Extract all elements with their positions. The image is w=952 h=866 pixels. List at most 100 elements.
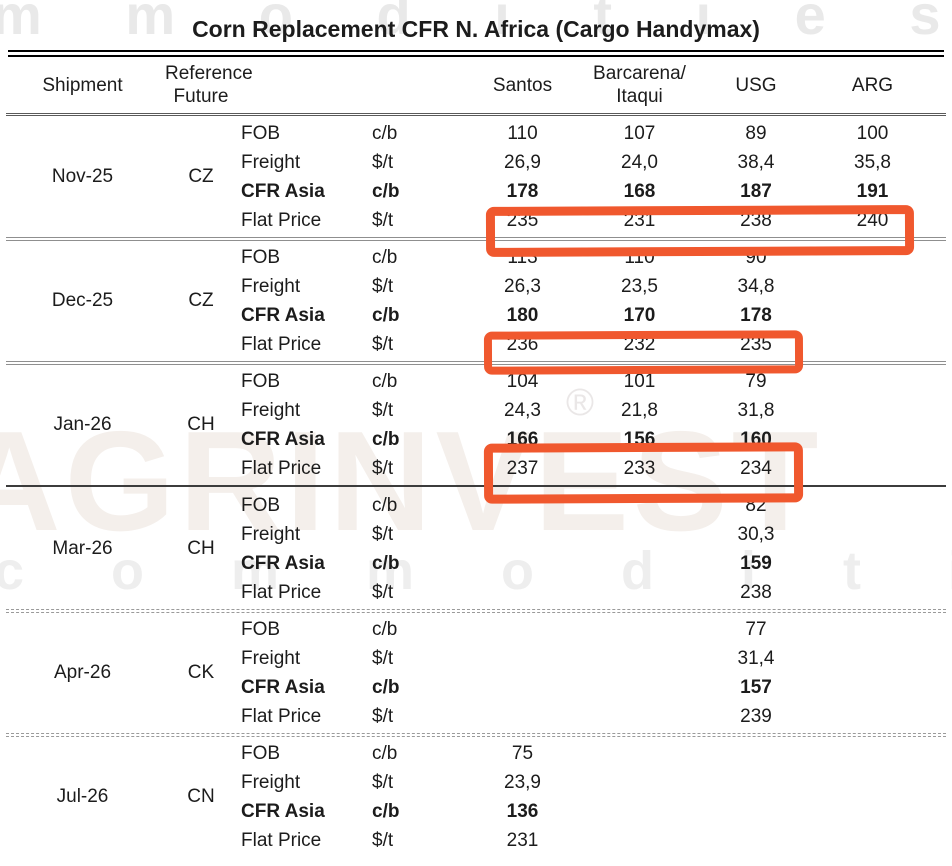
value-cell [814, 826, 931, 855]
row-label: CFR Asia [241, 428, 325, 450]
value-cell [464, 520, 581, 549]
row-label: Flat Price [241, 829, 322, 851]
row-unit: $/t [372, 333, 394, 355]
value-cell [698, 768, 814, 797]
value-cell: 231 [623, 209, 656, 231]
value-cell: 180 [506, 304, 539, 326]
value-cell [698, 826, 814, 855]
value-cell [814, 272, 931, 301]
value-cell: 238 [740, 209, 772, 231]
value-cell [814, 615, 931, 644]
value-cell [814, 330, 931, 359]
row-label: Freight [241, 523, 301, 545]
value-cell: 21,8 [621, 399, 658, 421]
value-cell: 75 [511, 742, 534, 764]
value-cell [814, 520, 931, 549]
value-cell: 26,9 [504, 151, 541, 173]
value-cell: 100 [856, 122, 889, 144]
value-cell [464, 702, 581, 731]
row-unit: $/t [372, 829, 394, 851]
value-cell: 110 [507, 122, 538, 144]
value-cell: 237 [506, 457, 539, 479]
row-label: Flat Price [241, 209, 322, 231]
value-cell: 26,3 [504, 275, 541, 297]
value-cell: 30,3 [737, 523, 775, 545]
row-unit: c/b [372, 370, 398, 392]
value-cell: 157 [740, 676, 772, 698]
reference-future-cell: CK [187, 662, 215, 683]
value-cell [581, 615, 698, 644]
value-cell: 234 [740, 457, 772, 479]
value-cell: 231 [506, 829, 539, 851]
row-unit: $/t [372, 647, 394, 669]
value-cell: 77 [745, 618, 767, 640]
value-cell: 240 [856, 209, 889, 231]
value-cell: 235 [740, 333, 772, 355]
value-cell: 82 [745, 494, 767, 516]
row-unit: c/b [372, 800, 400, 822]
value-cell [814, 739, 931, 768]
header-shipment: Shipment [42, 74, 123, 96]
row-label: FOB [241, 246, 281, 268]
value-cell: 104 [506, 370, 539, 392]
value-cell [464, 615, 581, 644]
value-cell [464, 644, 581, 673]
value-cell [814, 578, 931, 607]
value-cell: 187 [740, 180, 772, 202]
row-label: Freight [241, 647, 301, 669]
row-label: CFR Asia [241, 676, 325, 698]
row-label: CFR Asia [241, 180, 325, 202]
header-usg: USG [735, 74, 777, 96]
shipment-block-mar-26: Mar-26 CH FOB c/b 82 Freight $/t 30,3 CFR Asia c/… [0, 489, 952, 609]
row-label: CFR Asia [241, 800, 325, 822]
value-cell: 178 [740, 304, 772, 326]
row-unit: c/b [372, 676, 400, 698]
row-label: Freight [241, 275, 301, 297]
header-arg: ARG [851, 74, 894, 96]
value-cell: 238 [740, 581, 772, 603]
value-cell: 31,4 [737, 647, 775, 669]
row-label: FOB [241, 618, 281, 640]
header-divider [6, 113, 946, 116]
row-unit: $/t [372, 705, 394, 727]
value-cell: 168 [623, 180, 656, 202]
value-cell [581, 826, 698, 855]
value-cell [814, 396, 931, 425]
value-cell: 110 [624, 246, 655, 268]
row-label: Flat Price [241, 705, 322, 727]
row-label: FOB [241, 494, 281, 516]
row-label: FOB [241, 742, 281, 764]
shipment-cell: Apr-26 [53, 662, 112, 683]
row-unit: c/b [372, 742, 398, 764]
value-cell [698, 797, 814, 826]
value-cell [814, 454, 931, 483]
value-cell: 38,4 [737, 151, 775, 173]
value-cell: 31,8 [737, 399, 775, 421]
shipment-block-jan-26: Jan-26 CH FOB c/b 104 101 79 Freight $/t 24,3 21,8… [0, 365, 952, 485]
reference-future-cell: CH [187, 538, 215, 559]
row-unit: c/b [372, 494, 398, 516]
block-divider [6, 609, 946, 613]
shipment-block-jul-26: Jul-26 CN FOB c/b 75 Freight $/t 23,9 CFR Asia c/… [0, 737, 952, 857]
reference-future-cell: CZ [188, 290, 214, 311]
row-unit: $/t [372, 151, 394, 173]
value-cell [581, 673, 698, 702]
shipment-block-dec-25: Dec-25 CZ FOB c/b 113 110 90 Freight $/t 26,3 23,5… [0, 241, 952, 361]
row-unit: $/t [372, 399, 394, 421]
value-cell: 233 [623, 457, 656, 479]
row-label: Freight [241, 151, 301, 173]
value-cell: 101 [623, 370, 656, 392]
value-cell [581, 768, 698, 797]
block-divider [6, 485, 946, 489]
table-header: Shipment Reference Future Santos Barcare… [0, 57, 952, 113]
value-cell [698, 739, 814, 768]
reference-future-cell: CN [187, 786, 215, 807]
value-cell [581, 549, 698, 578]
reference-future-cell: CH [187, 414, 215, 435]
value-cell: 239 [740, 705, 772, 727]
value-cell: 166 [506, 428, 539, 450]
value-cell: 107 [623, 122, 656, 144]
value-cell: 89 [745, 122, 767, 144]
reference-future-cell: CZ [188, 166, 214, 187]
value-cell [814, 644, 931, 673]
